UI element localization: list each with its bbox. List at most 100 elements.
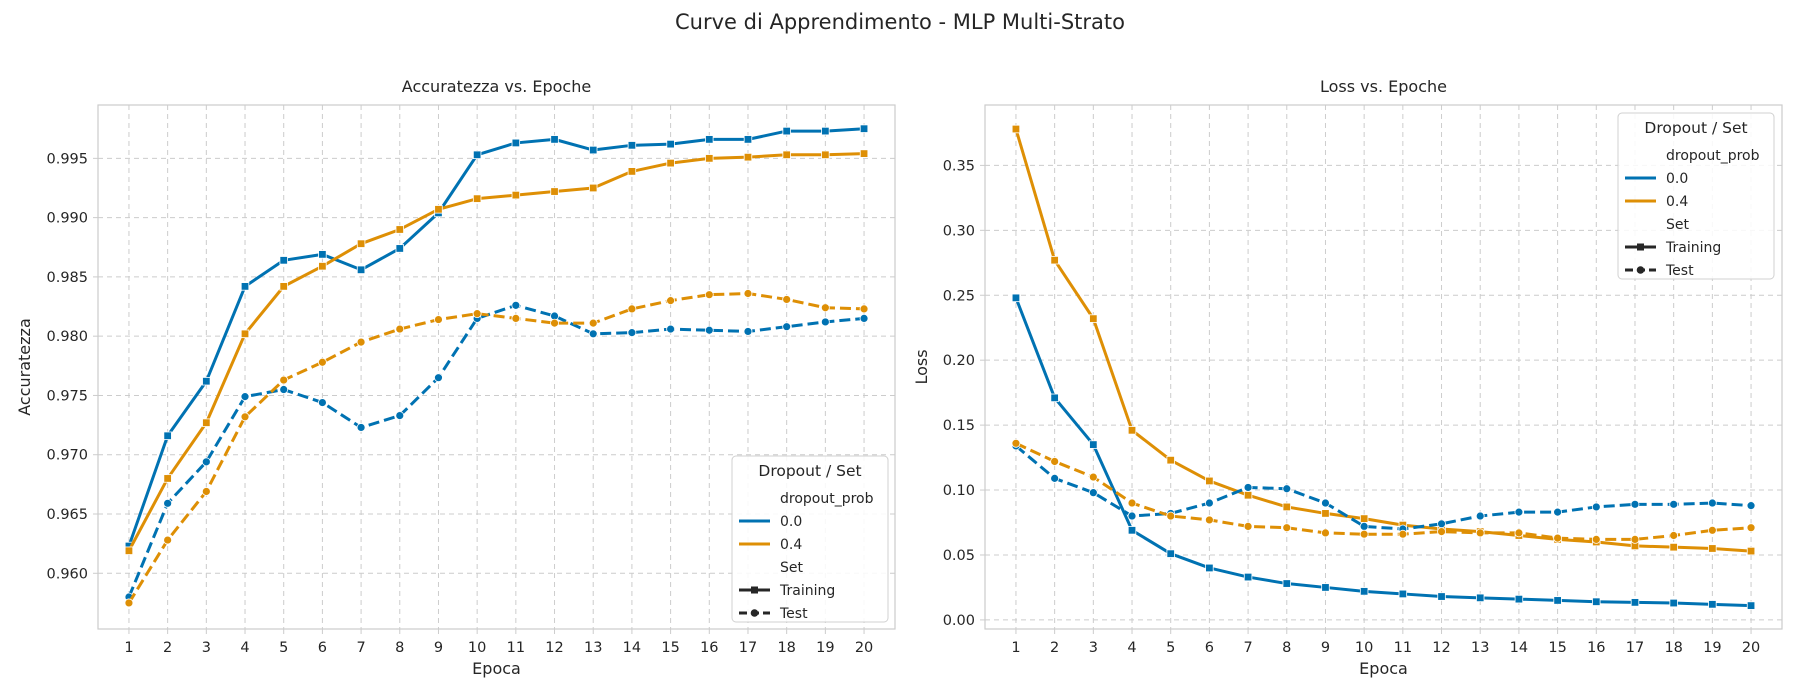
data-point [1746,523,1756,533]
series-line [127,291,865,604]
data-point [588,318,598,328]
data-point [550,187,559,196]
data-point [1746,501,1756,511]
chart-title: Loss vs. Epoche [1320,77,1447,96]
legend-marker [750,609,759,617]
data-point [550,135,559,144]
data-point [821,126,830,136]
data-point [1088,488,1098,498]
data-point [1127,511,1137,521]
data-point [1707,525,1717,535]
data-point [1746,601,1756,610]
chart-title: Accuratezza vs. Epoche [402,77,591,96]
data-point [1592,597,1601,606]
data-point [743,152,753,162]
plot-frame [984,104,1783,630]
data-point [317,398,327,407]
data-point [743,327,753,336]
y-tick-label: 0.975 [46,388,88,404]
data-point [1050,473,1060,483]
data-point [627,141,637,150]
x-tick-label: 14 [623,640,641,656]
y-tick-label: 0.985 [46,270,88,286]
x-tick-label: 3 [202,640,211,656]
series-line [1014,128,1752,553]
data-point [1475,511,1485,521]
series-test-dropout-0.4 [1011,438,1756,544]
data-point [1089,314,1098,323]
x-tick-label: 17 [739,640,757,656]
data-point [859,149,869,158]
data-point [666,139,675,149]
y-tick-label: 0.980 [46,329,88,345]
legend-group-title: dropout_prob [780,491,874,507]
data-point [1282,579,1291,588]
x-tick-label: 13 [584,640,602,656]
data-point [1514,528,1524,538]
data-point [395,244,404,253]
x-tick-label: 9 [1321,640,1330,656]
x-tick-label: 8 [395,640,404,656]
legend-group-title: Set [1666,217,1690,233]
data-point [1166,549,1175,558]
data-point [1553,533,1563,543]
data-point [1708,544,1717,553]
data-point [1166,455,1175,465]
y-tick-label: 0.960 [46,566,88,582]
x-tick-label: 16 [700,640,718,656]
data-point [240,412,250,422]
series-training-dropout-0.0 [1011,293,1756,610]
figure-title: Curve di Apprendimento - MLP Multi-Strat… [675,10,1125,34]
y-tick-label: 0.05 [943,548,975,564]
y-tick-label: 0.25 [943,288,975,304]
x-tick-label: 20 [855,640,873,656]
data-point [202,418,211,427]
data-point [279,375,289,385]
data-point [1746,546,1756,556]
x-tick-label: 4 [240,640,249,656]
data-point [820,317,830,327]
y-tick-label: 0.990 [46,211,88,227]
data-point [1630,598,1640,607]
x-tick-label: 6 [318,640,327,656]
y-tick-label: 0.00 [943,613,975,629]
data-point [1553,507,1563,517]
data-point [782,295,792,304]
legend-label: Test [1665,263,1694,279]
data-point [782,150,791,159]
data-point [240,392,250,402]
y-tick-label: 0.970 [46,448,88,464]
x-tick-label: 12 [1432,640,1450,656]
data-point [1127,426,1137,435]
data-point [743,289,753,298]
data-point [704,325,714,335]
data-point [1707,498,1717,508]
y-tick-label: 0.15 [943,418,975,434]
data-point [1282,523,1292,533]
data-point [1166,511,1176,521]
data-point [627,167,637,176]
data-point [1437,527,1446,537]
data-point [279,256,288,265]
x-axis-label: Epoca [472,659,521,678]
data-point [589,145,598,155]
data-point [318,262,327,271]
data-point [318,250,327,259]
data-point [1398,589,1408,599]
data-point [472,150,482,159]
data-point [1011,293,1021,303]
data-point [1127,498,1137,508]
x-tick-label: 1 [124,640,133,656]
data-point [859,304,869,314]
series-line [1014,444,1752,531]
x-tick-label: 1 [1011,640,1020,656]
data-point [666,324,676,334]
data-point [704,290,714,300]
data-point [1243,522,1253,531]
y-tick-label: 0.965 [46,507,88,523]
data-point [511,138,521,148]
legend-group-title: dropout_prob [1666,148,1760,164]
y-axis-label: Accuratezza [15,318,34,416]
y-tick-label: 0.995 [46,151,88,167]
